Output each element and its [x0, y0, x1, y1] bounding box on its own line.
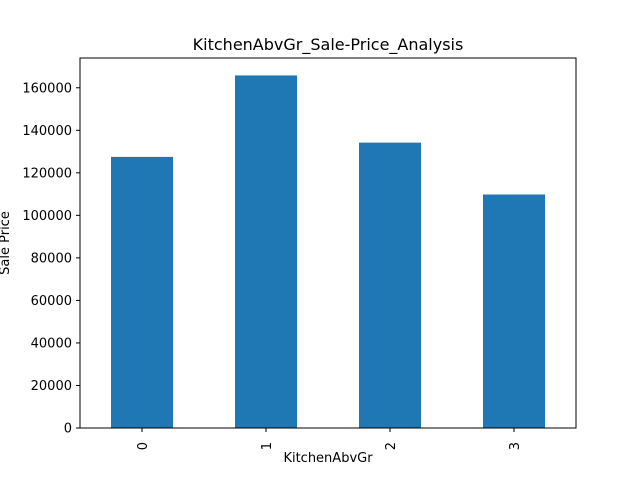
y-tick-label: 0	[64, 422, 72, 437]
x-tick-label: 0	[136, 442, 151, 450]
y-tick-label: 140000	[22, 124, 72, 139]
y-tick-label: 40000	[31, 336, 72, 351]
x-axis: 0 1 2 3	[136, 428, 523, 450]
y-tick-label: 160000	[22, 81, 72, 96]
bar-2	[359, 142, 421, 428]
y-tick-label: 80000	[31, 251, 72, 266]
bar-3	[483, 194, 545, 428]
x-tick-label: 1	[260, 442, 275, 450]
bar-0	[111, 156, 173, 428]
y-axis-label: Sale Price	[0, 211, 13, 275]
chart-title: KitchenAbvGr_Sale-Price_Analysis	[193, 35, 464, 55]
x-tick-label: 3	[508, 442, 523, 450]
y-tick-label: 20000	[31, 379, 72, 394]
y-tick-label: 120000	[22, 166, 72, 181]
bar-1	[235, 75, 297, 429]
x-axis-label: KitchenAbvGr	[283, 451, 373, 466]
y-axis: 0 20000 40000 60000 80000 100000 120000 140000 1…	[22, 81, 80, 437]
x-tick-label: 2	[384, 442, 399, 450]
plot-frame	[79, 57, 577, 429]
y-tick-label: 100000	[22, 209, 72, 224]
bars-group	[111, 75, 545, 429]
y-tick-label: 60000	[31, 294, 72, 309]
